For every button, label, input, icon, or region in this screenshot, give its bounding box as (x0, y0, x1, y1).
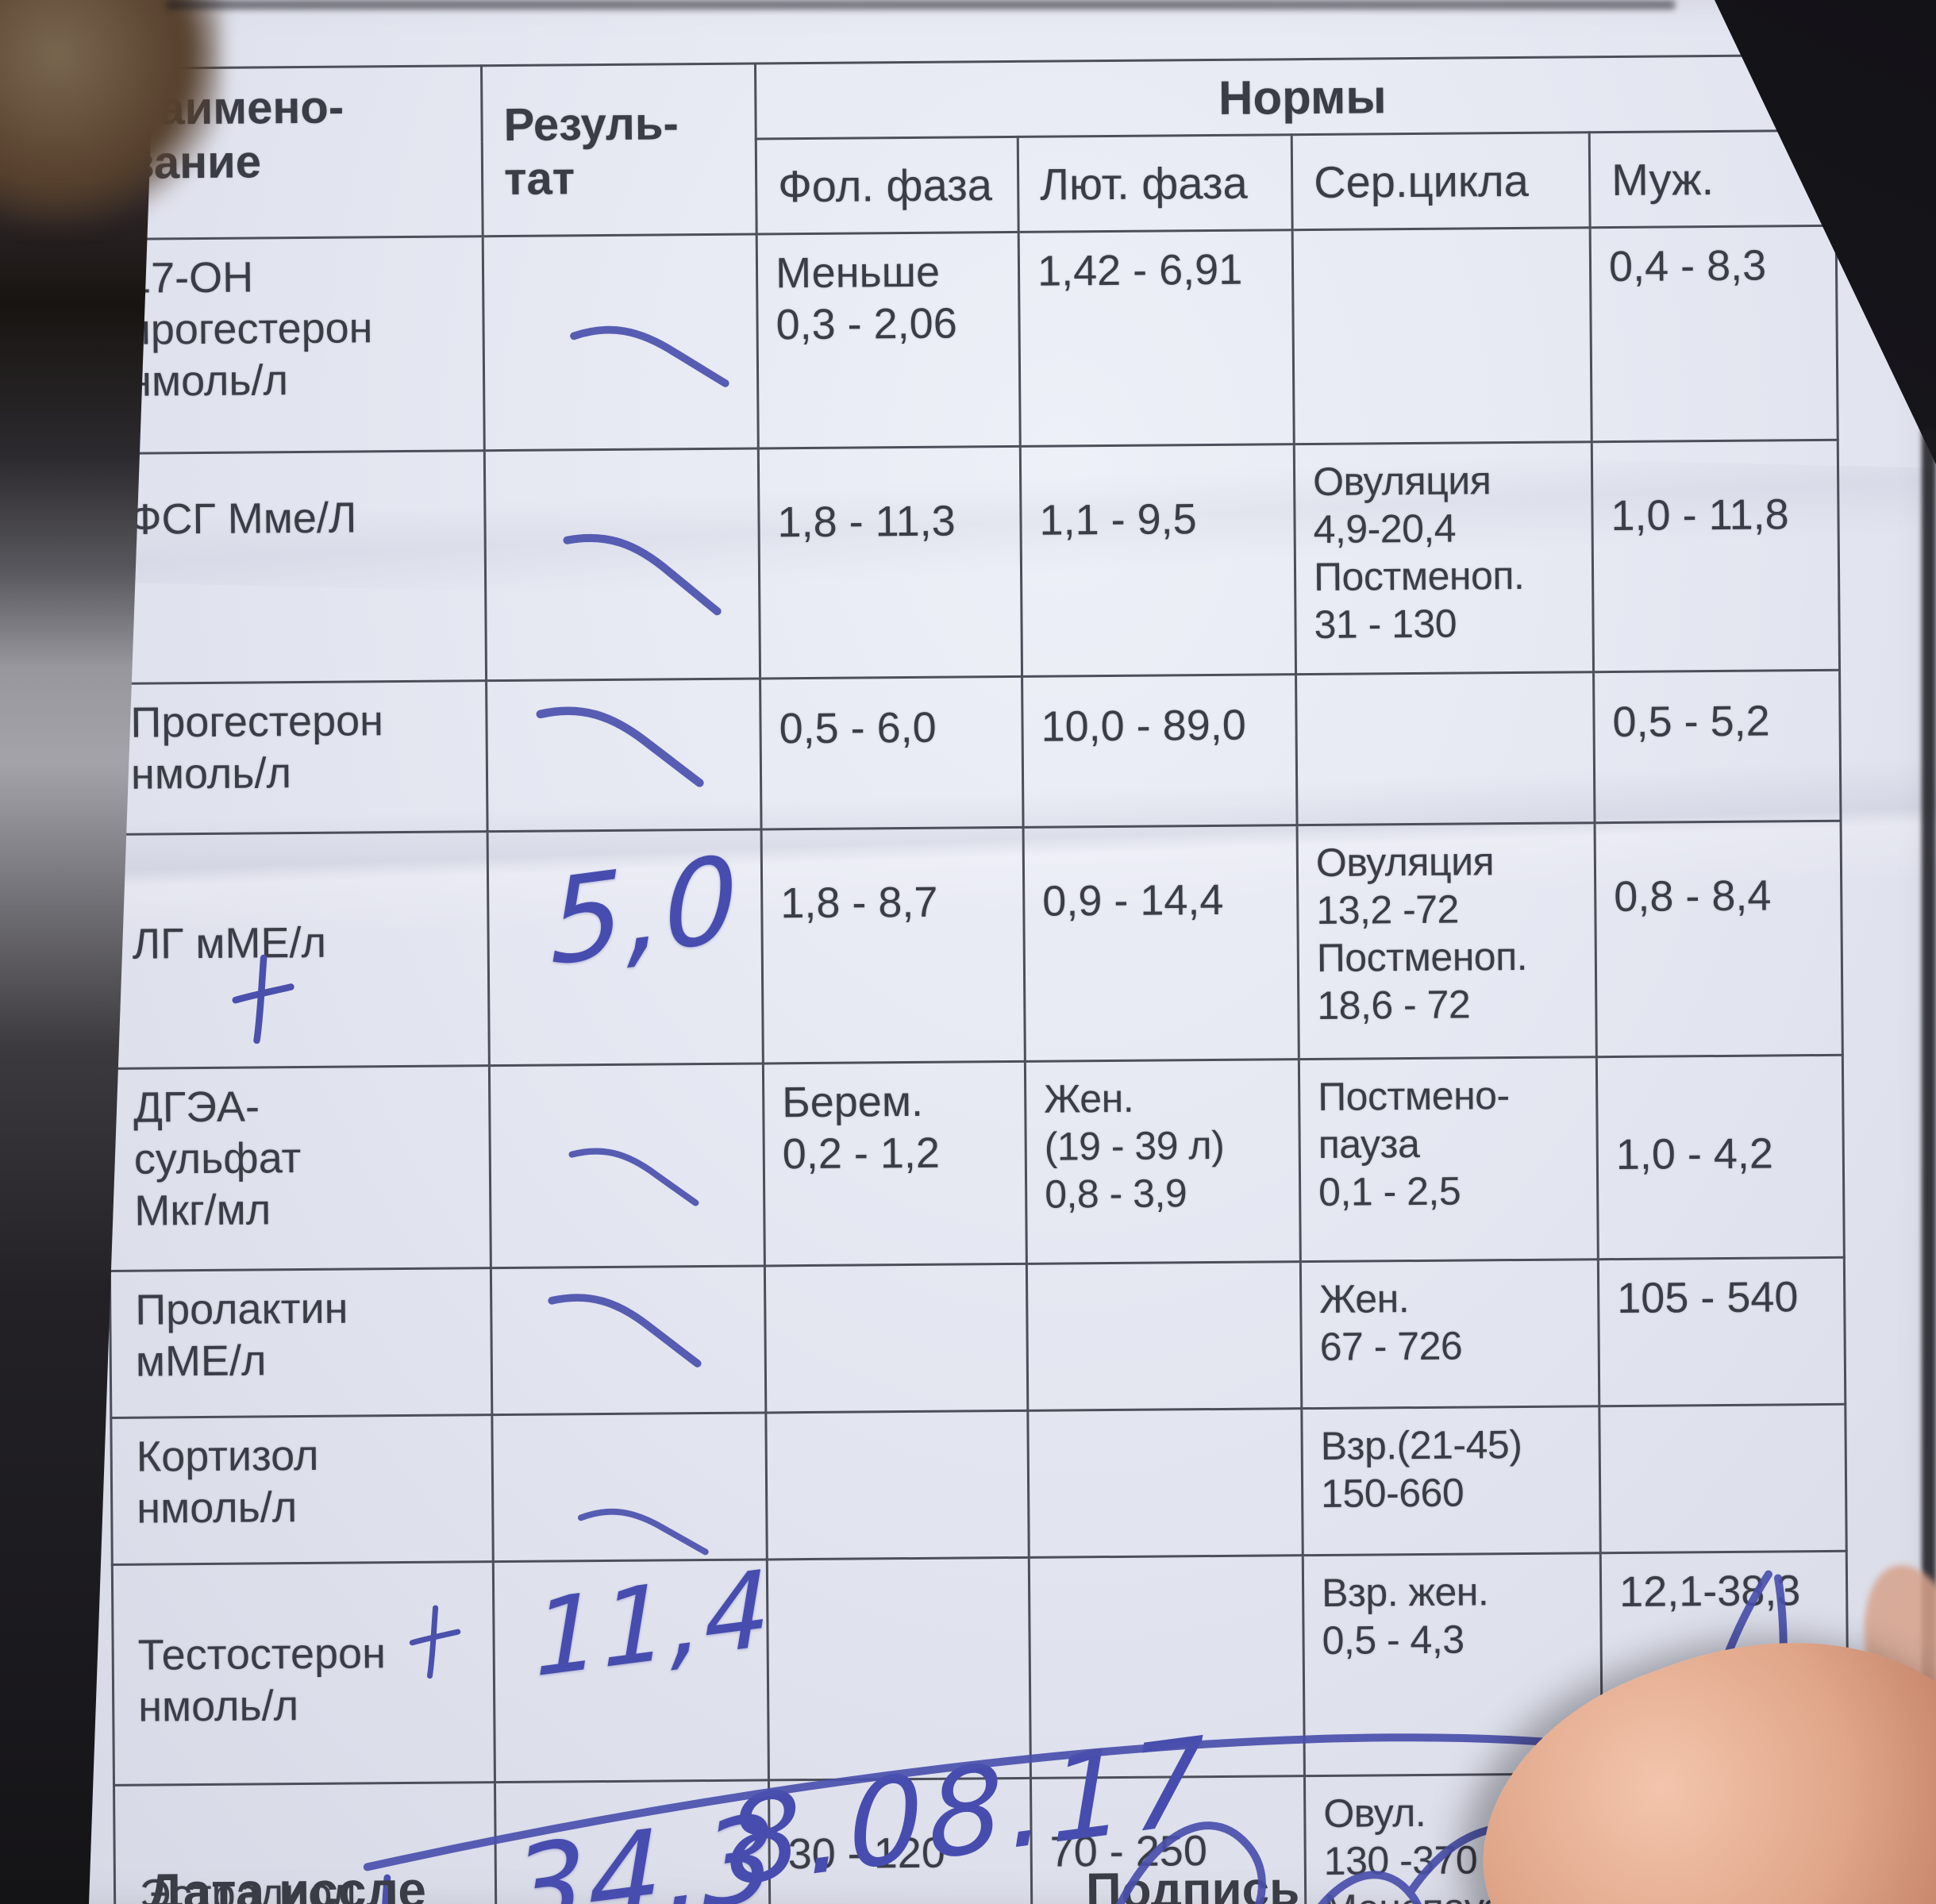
cell-result (491, 1265, 766, 1415)
cell-lut-faza (1027, 1408, 1303, 1558)
table-row: Эстрадиол пг/мл 34,3 30 - 120 70 - 250 О… (114, 1771, 1850, 1904)
lab-report: Наимено- вание Резуль- тат Нормы Фол. фа… (99, 54, 1851, 1904)
cell-lut-faza: 1,42 - 6,91 (1018, 229, 1295, 447)
cell-ser-cikla: Жен. 67 - 726 (1300, 1259, 1599, 1409)
cell-result (483, 234, 759, 451)
column-header-fol-faza: Фол. фаза (756, 137, 1019, 235)
handwritten-dash-mark (568, 1148, 699, 1206)
column-header-result: Резуль- тат (481, 63, 757, 237)
cell-result: 5,0 (487, 829, 764, 1066)
cell-fol-faza: Берем. 0,2 - 1,2 (763, 1061, 1027, 1266)
handwritten-plus-mark (232, 954, 294, 1044)
handwritten-dash-mark (570, 325, 729, 387)
cell-name: 17-ОН прогестерон нмоль/л (102, 236, 485, 454)
cell-name: ФСГ Мме/Л (103, 450, 487, 684)
background-right-edge (1922, 429, 1936, 1817)
cell-muzh: 1,0 - 4,2 (1596, 1055, 1845, 1260)
table-header-row: Наимено- вание Резуль- тат Нормы (100, 55, 1836, 240)
cell-name: ЛГ мМЕ/л (106, 831, 490, 1069)
table-row: ЛГ мМЕ/л 5,0 1,8 - 8,7 0,9 - 14,4 Овуляц… (106, 821, 1843, 1069)
cell-lut-faza: 0,9 - 14,4 (1023, 825, 1299, 1062)
cell-muzh: 0,5 - 5,2 (1593, 670, 1842, 823)
cell-ser-cikla: Постмено- пауза 0,1 - 2,5 (1299, 1056, 1599, 1262)
cell-muzh: 105 - 540 (1598, 1257, 1846, 1406)
paper-crease (0, 738, 1936, 960)
cell-ser-cikla (1295, 671, 1595, 825)
cell-name: Кортизол нмоль/л (110, 1414, 494, 1565)
cell-lut-faza: 10,0 - 89,0 (1022, 674, 1298, 828)
cell-fol-faza (764, 1264, 1028, 1413)
table-row: 17-ОН прогестерон нмоль/л Меньше 0,3 - 2… (102, 225, 1838, 454)
handwritten-dash-mark (536, 706, 704, 787)
cell-lut-faza: Жен. (19 - 39 л) 0,8 - 3,9 (1025, 1059, 1301, 1264)
column-header-ser-cikla: Сер.цикла (1291, 132, 1591, 230)
background-top-left-patch (0, 0, 222, 230)
cell-lut-faza: 1,1 - 9,5 (1020, 444, 1296, 677)
table-row: Пролактин мМЕ/л Жен. 67 - 726 105 - 540 (110, 1257, 1846, 1418)
cell-muzh: 0,4 - 8,3 (1590, 225, 1838, 442)
cell-result (484, 448, 760, 681)
cell-muzh: 0,8 - 8,4 (1595, 821, 1843, 1057)
cell-name: Прогестерон нмоль/л (105, 680, 488, 835)
cell-muzh: 1,0 - 11,8 (1592, 440, 1840, 672)
cell-fol-faza: 1,8 - 11,3 (758, 446, 1022, 679)
cell-fol-faza (765, 1410, 1030, 1560)
handwritten-dash-mark (577, 1508, 709, 1556)
cell-result (489, 1063, 765, 1268)
table-row: Прогестерон нмоль/л 0,5 - 6,0 10,0 - 89,… (105, 670, 1842, 835)
column-header-norms: Нормы (755, 55, 1836, 140)
handwritten-plus-mark (409, 1605, 461, 1679)
cell-name: Пролактин мМЕ/л (110, 1267, 492, 1418)
lab-results-table: Наимено- вание Резуль- тат Нормы Фол. фа… (99, 54, 1851, 1904)
table-row: ДГЭА- сульфат Мкг/мл Берем. 0,2 - 1,2 Же… (108, 1055, 1845, 1271)
cell-ser-cikla: Овуляция 13,2 -72 Постменоп. 18,6 - 72 (1297, 822, 1597, 1060)
handwritten-plus-mark (376, 1874, 391, 1904)
handwritten-result-value: 5,0 (548, 829, 741, 992)
cell-lut-faza (1026, 1261, 1302, 1411)
cell-muzh (1599, 1404, 1847, 1553)
cell-ser-cikla: Овуляция 4,9-20,4 Постменоп. 31 - 130 (1294, 441, 1594, 675)
table-row: ФСГ Мме/Л 1,8 - 11,3 1,1 - 9,5 Овуляция … (103, 440, 1840, 684)
cell-name: Эстрадиол пг/мл (114, 1782, 497, 1904)
cell-name: ДГЭА- сульфат Мкг/мл (108, 1065, 491, 1271)
handwritten-dash-mark (563, 533, 722, 616)
cell-result (491, 1412, 768, 1562)
table-row: Тестостерон нмоль/л 11,4 Взр. жен. 0,5 -… (112, 1548, 1849, 1786)
column-header-lut-faza: Лют. фаза (1018, 134, 1293, 233)
cell-result (486, 678, 762, 832)
cell-ser-cikla: Взр.(21-45) 150-660 (1301, 1406, 1601, 1556)
cell-ser-cikla (1292, 227, 1592, 444)
cell-fol-faza: 0,5 - 6,0 (760, 676, 1024, 829)
cell-name: Тестостерон нмоль/л (112, 1561, 495, 1786)
background-top-edge (167, 0, 1675, 10)
cell-fol-faza: 1,8 - 8,7 (761, 827, 1026, 1064)
handwritten-dash-mark (548, 1294, 702, 1367)
cell-fol-faza: Меньше 0,3 - 2,06 (756, 232, 1021, 448)
table-row: Кортизол нмоль/л Взр.(21-45) 150-660 (110, 1404, 1847, 1565)
